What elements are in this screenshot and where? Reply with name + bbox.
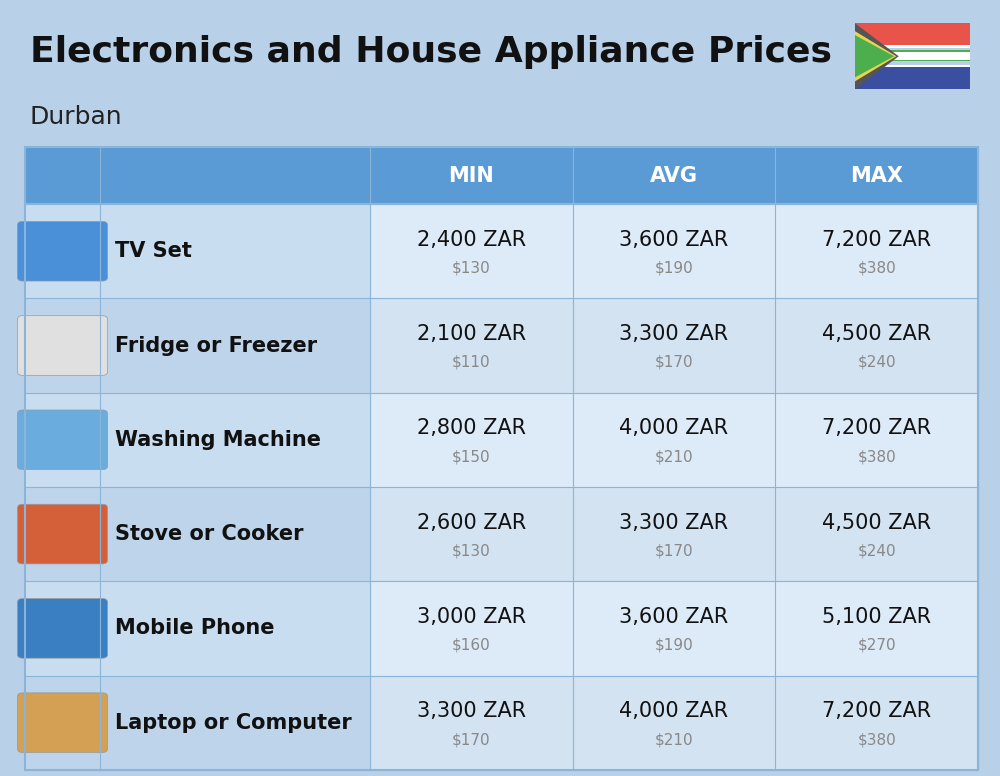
FancyBboxPatch shape [17, 316, 108, 376]
Bar [573, 581, 775, 675]
Text: $170: $170 [655, 355, 693, 370]
Bar [25, 204, 370, 298]
Text: 2,100 ZAR: 2,100 ZAR [417, 324, 526, 345]
Bar [855, 64, 970, 68]
Text: 3,300 ZAR: 3,300 ZAR [417, 702, 526, 722]
Bar [25, 581, 370, 675]
Bar [855, 50, 970, 61]
FancyBboxPatch shape [17, 504, 108, 564]
Text: 5,100 ZAR: 5,100 ZAR [822, 607, 931, 627]
Text: $190: $190 [655, 638, 693, 653]
Text: $190: $190 [655, 261, 693, 275]
Text: MAX: MAX [850, 166, 903, 185]
Text: 4,500 ZAR: 4,500 ZAR [822, 324, 931, 345]
Polygon shape [855, 35, 894, 78]
Bar [25, 147, 978, 770]
Bar [25, 298, 370, 393]
Bar [370, 581, 573, 675]
Bar [25, 147, 978, 204]
Text: $380: $380 [857, 449, 896, 464]
Bar [775, 675, 978, 770]
Bar [855, 23, 970, 45]
Text: AVG: AVG [650, 166, 698, 185]
Bar [573, 393, 775, 487]
Bar [25, 675, 370, 770]
Text: 2,400 ZAR: 2,400 ZAR [417, 230, 526, 250]
Text: 7,200 ZAR: 7,200 ZAR [822, 418, 931, 438]
Text: 2,600 ZAR: 2,600 ZAR [417, 513, 526, 533]
Bar [573, 675, 775, 770]
Text: 3,300 ZAR: 3,300 ZAR [619, 324, 729, 345]
Text: $130: $130 [452, 261, 491, 275]
Bar [573, 298, 775, 393]
Text: $150: $150 [452, 449, 491, 464]
Text: 4,000 ZAR: 4,000 ZAR [619, 418, 729, 438]
Bar [573, 204, 775, 298]
Text: 3,000 ZAR: 3,000 ZAR [417, 607, 526, 627]
Bar [775, 487, 978, 581]
Text: $160: $160 [452, 638, 491, 653]
Text: Fridge or Freezer: Fridge or Freezer [115, 335, 317, 355]
Text: 2,800 ZAR: 2,800 ZAR [417, 418, 526, 438]
Bar [370, 675, 573, 770]
Text: $380: $380 [857, 732, 896, 747]
Text: $270: $270 [857, 638, 896, 653]
FancyBboxPatch shape [17, 410, 108, 469]
Text: 7,200 ZAR: 7,200 ZAR [822, 702, 931, 722]
Text: TV Set: TV Set [115, 241, 192, 262]
Text: 3,600 ZAR: 3,600 ZAR [619, 607, 729, 627]
Polygon shape [855, 23, 899, 89]
Bar [25, 487, 370, 581]
FancyBboxPatch shape [17, 693, 108, 753]
Text: Laptop or Computer: Laptop or Computer [115, 712, 352, 733]
Text: Mobile Phone: Mobile Phone [115, 618, 274, 639]
Text: 4,000 ZAR: 4,000 ZAR [619, 702, 729, 722]
Text: $380: $380 [857, 261, 896, 275]
Text: 3,600 ZAR: 3,600 ZAR [619, 230, 729, 250]
Bar [25, 393, 370, 487]
Bar [855, 45, 970, 48]
Bar [370, 393, 573, 487]
Text: $130: $130 [452, 543, 491, 559]
Bar [370, 204, 573, 298]
Bar [775, 298, 978, 393]
Text: $170: $170 [452, 732, 491, 747]
Text: 7,200 ZAR: 7,200 ZAR [822, 230, 931, 250]
Bar [370, 298, 573, 393]
FancyBboxPatch shape [17, 598, 108, 658]
Text: $170: $170 [655, 543, 693, 559]
Bar [855, 52, 970, 60]
Text: $210: $210 [655, 732, 693, 747]
Text: MIN: MIN [448, 166, 494, 185]
Bar [573, 487, 775, 581]
Text: $110: $110 [452, 355, 491, 370]
Text: Durban: Durban [30, 105, 123, 129]
Bar [370, 487, 573, 581]
Polygon shape [855, 31, 896, 81]
Text: Electronics and House Appliance Prices: Electronics and House Appliance Prices [30, 35, 832, 69]
Text: 4,500 ZAR: 4,500 ZAR [822, 513, 931, 533]
Bar [775, 581, 978, 675]
FancyBboxPatch shape [17, 221, 108, 281]
Text: $210: $210 [655, 449, 693, 464]
Text: Washing Machine: Washing Machine [115, 430, 321, 450]
Bar [855, 68, 970, 89]
Bar [775, 204, 978, 298]
Text: $240: $240 [857, 543, 896, 559]
Text: $240: $240 [857, 355, 896, 370]
Text: Stove or Cooker: Stove or Cooker [115, 524, 304, 544]
Bar [775, 393, 978, 487]
Text: 3,300 ZAR: 3,300 ZAR [619, 513, 729, 533]
